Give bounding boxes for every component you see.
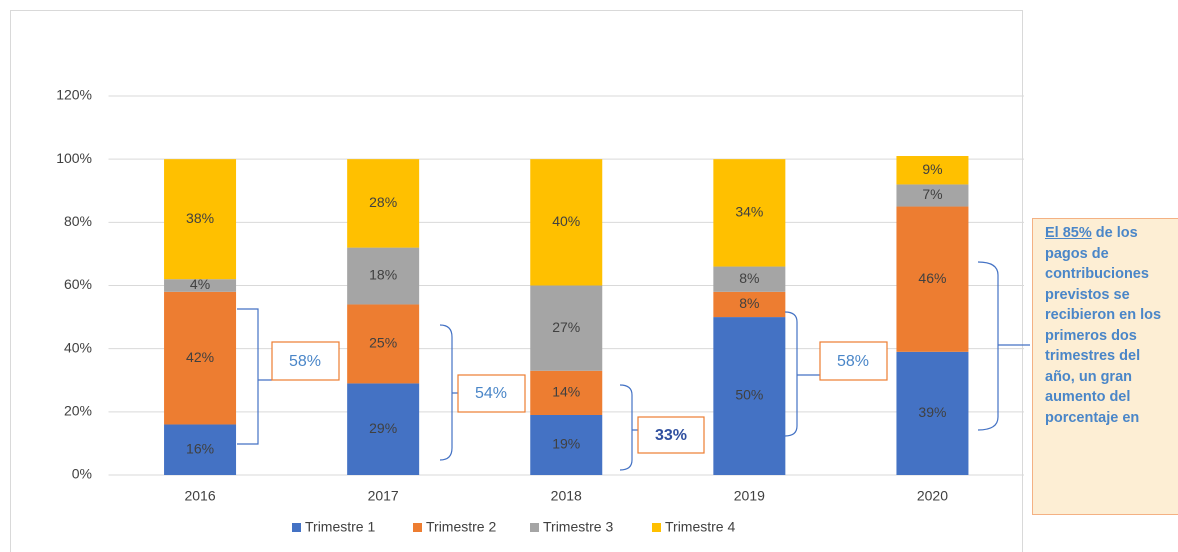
- legend-swatch: [413, 523, 422, 532]
- x-tick-label: 2016: [184, 488, 215, 504]
- data-label: 9%: [922, 161, 942, 177]
- data-label: 19%: [552, 436, 580, 452]
- chart-frame: [10, 10, 1023, 552]
- bar-segment: [347, 159, 420, 248]
- x-tick-label: 2019: [734, 488, 765, 504]
- data-label: 39%: [918, 404, 946, 420]
- y-tick-label: 60%: [64, 276, 92, 292]
- bar-segment: [896, 156, 969, 185]
- data-label: 42%: [186, 349, 214, 365]
- note-text: de los pagos de contribuciones previstos…: [1045, 225, 1162, 426]
- bracket: [619, 384, 638, 471]
- annotation: 58%: [837, 353, 869, 370]
- data-label: 27%: [552, 319, 580, 335]
- bar-segment: [713, 159, 786, 267]
- legend-label: Trimestre 4: [665, 519, 735, 535]
- legend-swatch: [652, 523, 661, 532]
- data-label: 25%: [369, 335, 397, 351]
- bar-segment: [164, 424, 237, 475]
- data-label: 29%: [369, 420, 397, 436]
- y-tick-label: 20%: [64, 403, 92, 419]
- bar-segment: [347, 247, 420, 305]
- bracket: [784, 311, 820, 437]
- bar-segment: [896, 351, 969, 475]
- bar-segment: [530, 370, 603, 415]
- data-label: 46%: [918, 270, 946, 286]
- data-label: 14%: [552, 384, 580, 400]
- brackets: [237, 261, 1030, 471]
- annotation-box: [271, 341, 340, 381]
- annotation-box: [819, 341, 888, 381]
- annotation: 33%: [655, 427, 687, 444]
- annotation: 54%: [475, 385, 507, 402]
- bar-segment: [530, 159, 603, 286]
- legend-label: Trimestre 3: [543, 519, 613, 535]
- annotation: 58%: [289, 353, 321, 370]
- bar-segment: [530, 414, 603, 475]
- legend-swatch: [530, 523, 539, 532]
- bar-segment: [713, 291, 786, 318]
- annotation-boxes: [271, 341, 888, 454]
- data-label: 34%: [735, 204, 763, 220]
- bar-segment: [713, 266, 786, 292]
- annotation-box: [637, 416, 705, 454]
- bar-segment: [896, 206, 969, 352]
- bar-segment: [164, 279, 237, 292]
- data-label: 8%: [739, 295, 759, 311]
- legend-label: Trimestre 1: [305, 519, 375, 535]
- data-label: 4%: [190, 276, 210, 292]
- data-label: 7%: [922, 186, 942, 202]
- bar-segment: [896, 184, 969, 207]
- note-highlight: El 85%: [1045, 225, 1092, 241]
- data-label: 38%: [186, 210, 214, 226]
- data-label: 16%: [186, 440, 214, 456]
- x-tick-label: 2017: [368, 488, 399, 504]
- bar-segment: [347, 383, 420, 475]
- legend-label: Trimestre 2: [426, 519, 496, 535]
- bar-segment: [530, 285, 603, 371]
- y-tick-label: 80%: [64, 213, 92, 229]
- note-box: El 85% de los pagos de contribuciones pr…: [1032, 218, 1178, 515]
- y-tick-label: 40%: [64, 339, 92, 355]
- data-label: 8%: [739, 270, 759, 286]
- y-tick-label: 100%: [56, 150, 92, 166]
- bracket: [237, 308, 272, 445]
- bracket: [439, 324, 458, 461]
- bar-segment: [164, 159, 237, 280]
- y-tick-label: 120%: [56, 87, 92, 103]
- x-tick-label: 2020: [917, 488, 948, 504]
- bar-segment: [713, 317, 786, 475]
- bar-segment: [164, 291, 237, 425]
- data-label: 50%: [735, 387, 763, 403]
- bracket: [977, 261, 1030, 431]
- annotation-box: [457, 374, 526, 413]
- data-label: 28%: [369, 194, 397, 210]
- data-label: 18%: [369, 267, 397, 283]
- y-tick-label: 0%: [72, 466, 92, 482]
- legend-swatch: [292, 523, 301, 532]
- x-tick-label: 2018: [551, 488, 582, 504]
- data-label: 40%: [552, 213, 580, 229]
- bar-segment: [347, 304, 420, 384]
